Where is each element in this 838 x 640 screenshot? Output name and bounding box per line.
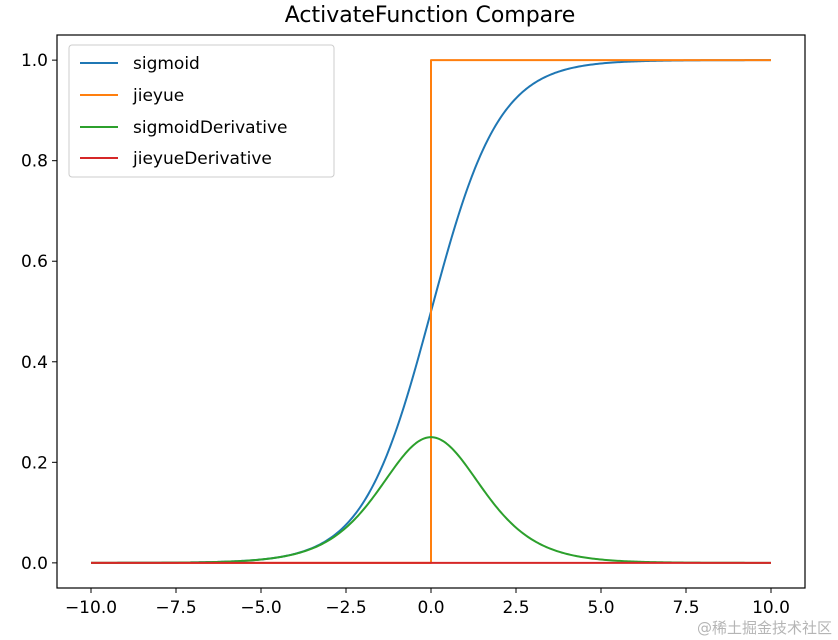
x-tick-label: −10.0: [65, 598, 117, 618]
x-tick-label: 2.5: [502, 598, 529, 618]
legend-label-jieyue-derivative: jieyueDerivative: [132, 149, 272, 169]
x-tick-label: 0.0: [417, 598, 444, 618]
legend-label-sigmoid: sigmoid: [133, 54, 200, 74]
x-tick-label: 10.0: [752, 598, 790, 618]
legend-label-sigmoid-derivative: sigmoidDerivative: [133, 118, 288, 138]
y-tick-label: 1.0: [21, 51, 48, 71]
watermark: @稀土掘金技术社区: [697, 619, 832, 637]
y-tick-label: 0.6: [21, 252, 48, 272]
legend-label-jieyue: jieyue: [132, 86, 184, 106]
x-tick-label: 5.0: [587, 598, 614, 618]
x-tick-label: −2.5: [325, 598, 366, 618]
y-tick-label: 0.0: [21, 554, 48, 574]
y-tick-label: 0.2: [21, 453, 48, 473]
legend-box: [68, 44, 335, 178]
x-tick-label: −5.0: [240, 598, 281, 618]
x-tick-label: 7.5: [672, 598, 699, 618]
legend: sigmoid jieyue sigmoidDerivative jieyueD…: [68, 44, 335, 178]
chart-title: ActivateFunction Compare: [285, 3, 576, 28]
y-tick-label: 0.8: [21, 152, 48, 172]
plot-series: [91, 59, 771, 564]
y-tick-label: 0.4: [21, 353, 48, 373]
y-axis: 0.0 0.2 0.4 0.6 0.8 1.0: [21, 51, 57, 574]
x-axis: −10.0 −7.5 −5.0 −2.5 0.0 2.5 5.0 7.5 10.0: [65, 588, 790, 618]
x-tick-label: −7.5: [155, 598, 196, 618]
